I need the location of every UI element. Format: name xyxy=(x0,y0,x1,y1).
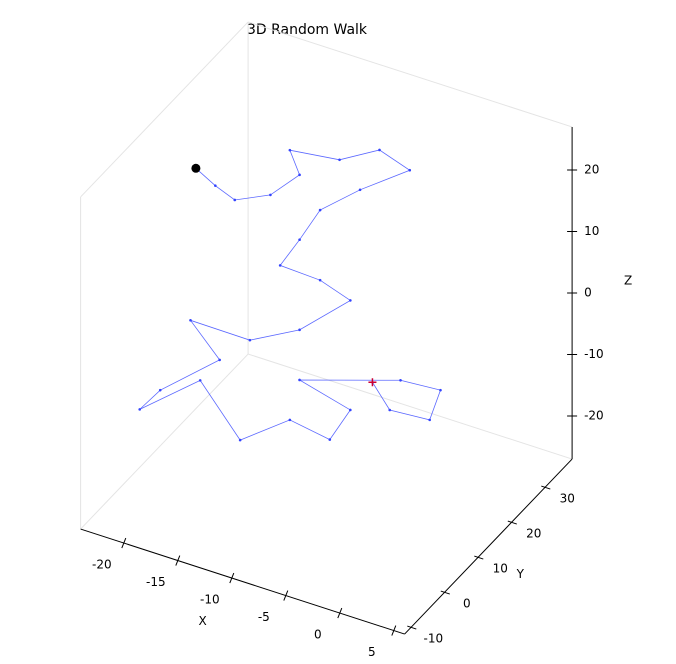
walk-point xyxy=(278,264,282,267)
pane-edge xyxy=(247,353,573,460)
walk-point xyxy=(138,408,142,411)
walk-point xyxy=(298,378,301,382)
x-axis xyxy=(80,528,405,635)
walk-point xyxy=(388,408,392,412)
walk-point xyxy=(214,184,217,187)
y-axis xyxy=(404,458,573,635)
y-axis-label: Y xyxy=(516,567,525,581)
walk-point xyxy=(318,208,322,212)
pane-edge xyxy=(80,353,249,530)
z-tick-label: 20 xyxy=(584,163,599,177)
walk-point xyxy=(378,148,381,152)
x-tick xyxy=(175,555,181,566)
y-tick xyxy=(407,625,417,630)
x-tick-label: 5 xyxy=(368,645,376,659)
end-marker xyxy=(368,378,377,387)
walk-point xyxy=(233,198,237,202)
x-tick-label: -5 xyxy=(258,610,270,624)
x-tick xyxy=(391,625,397,636)
x-tick xyxy=(337,607,343,619)
walk-point xyxy=(288,418,292,422)
y-tick xyxy=(541,485,551,490)
walk-point xyxy=(328,438,332,441)
x-tick xyxy=(121,537,127,549)
walk-point xyxy=(189,319,192,322)
walk-point xyxy=(248,338,252,342)
walk-point xyxy=(428,418,431,422)
x-tick-label: -20 xyxy=(92,558,112,572)
y-tick xyxy=(440,590,450,595)
walk-point xyxy=(318,278,322,282)
walk-point xyxy=(158,388,162,392)
y-tick-label: 10 xyxy=(493,562,508,576)
y-tick-label: 30 xyxy=(560,492,575,506)
y-tick-label: 0 xyxy=(463,597,471,611)
y-tick xyxy=(474,555,484,560)
walk-point xyxy=(408,168,412,172)
chart-title: 3D Random Walk xyxy=(247,22,368,38)
walk-point xyxy=(338,158,341,162)
x-tick-label: -15 xyxy=(146,575,166,589)
z-tick-label: -10 xyxy=(584,347,604,361)
z-tick-label: -20 xyxy=(584,409,604,423)
z-tick-label: 10 xyxy=(584,224,599,238)
walk-point xyxy=(298,238,301,241)
walk-point xyxy=(238,438,242,442)
walk-point xyxy=(358,188,362,192)
walk-point xyxy=(218,358,221,362)
x-tick-label: 0 xyxy=(314,628,322,642)
walk-point xyxy=(269,193,272,197)
x-tick xyxy=(229,572,235,584)
walk-point xyxy=(298,173,301,177)
x-tick-label: -10 xyxy=(200,593,220,607)
walk-line xyxy=(139,149,442,441)
walk-point xyxy=(288,148,292,152)
walk-point xyxy=(399,378,402,382)
x-tick xyxy=(283,590,289,601)
y-tick-label: -10 xyxy=(423,632,443,646)
walk-point xyxy=(198,379,202,382)
pane-edge xyxy=(80,21,249,198)
z-tick-label: 0 xyxy=(584,286,592,300)
start-marker xyxy=(191,163,201,173)
walk-point xyxy=(298,328,301,332)
walk-point xyxy=(349,299,352,302)
pane-edge xyxy=(247,21,573,128)
walk-point xyxy=(439,388,442,392)
walk-point xyxy=(349,408,352,412)
x-axis-label: X xyxy=(198,614,206,628)
y-tick xyxy=(507,520,517,525)
y-tick-label: 20 xyxy=(526,527,541,541)
z-axis-label: Z xyxy=(624,274,632,288)
